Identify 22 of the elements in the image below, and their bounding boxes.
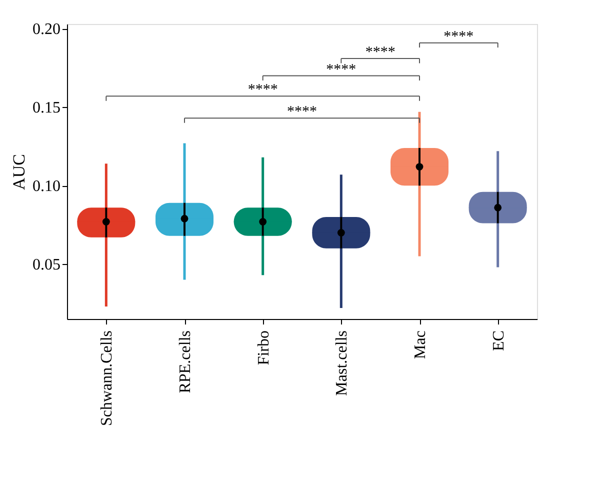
annotation: **** — [248, 82, 278, 98]
x-tick-label: RPE.cells — [177, 330, 194, 394]
x-tick-label: EC — [490, 330, 508, 351]
x-tick-label: Schwann.Cells — [98, 330, 116, 426]
annotation: **** — [444, 28, 474, 45]
point — [416, 163, 424, 170]
x-tick-label: Mac — [412, 330, 429, 359]
annotation: **** — [365, 44, 396, 61]
point — [180, 214, 188, 222]
point — [494, 204, 502, 212]
y-axis-title: AUC — [10, 154, 28, 190]
point — [102, 218, 110, 226]
annotation: **** — [287, 104, 317, 120]
x-tick-label: Firbo — [255, 330, 272, 366]
point — [337, 228, 345, 236]
y-tick-label: 0.10 — [32, 178, 60, 196]
x-tick-label: Mast.cells — [334, 330, 351, 396]
point — [259, 218, 267, 226]
y-tick-label: 0.05 — [32, 256, 60, 274]
y-tick-label: 0.20 — [32, 21, 60, 38]
annotation: **** — [326, 62, 356, 78]
y-tick-label: 0.15 — [32, 100, 60, 117]
